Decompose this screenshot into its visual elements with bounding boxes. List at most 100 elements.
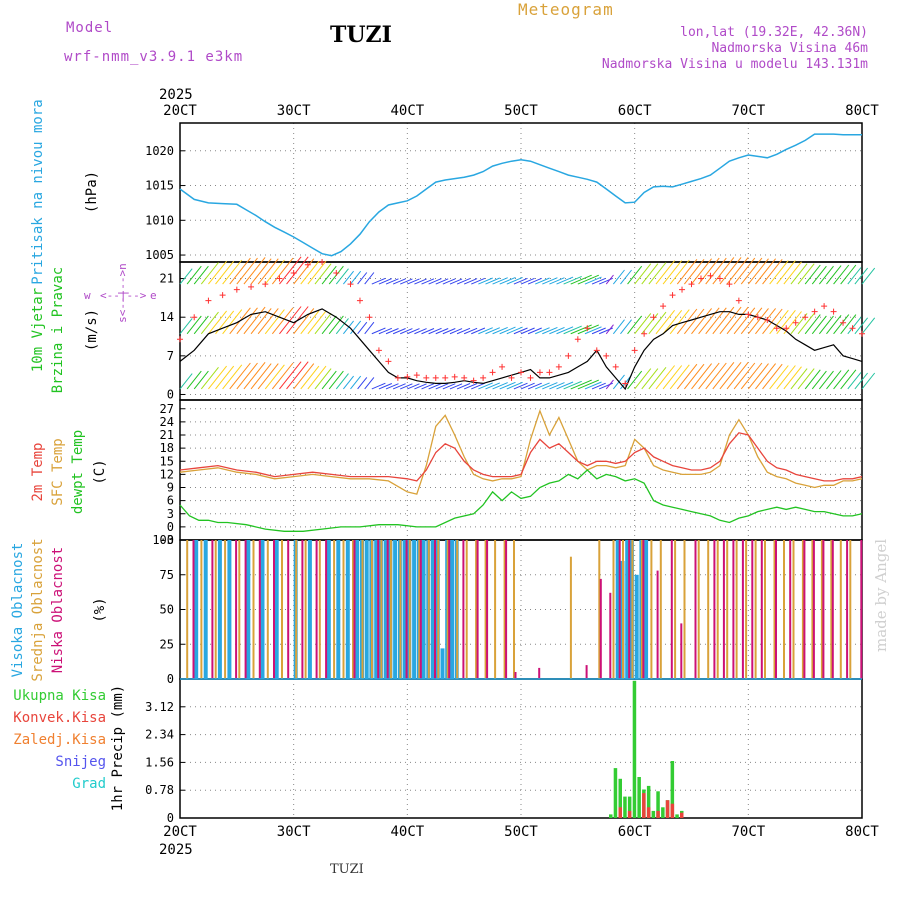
cloud-bar xyxy=(353,540,356,679)
precip-legend-3: Snijeg xyxy=(55,754,106,770)
wind-barb xyxy=(499,326,516,335)
gust-marker xyxy=(233,286,240,293)
precip-bar xyxy=(651,810,656,818)
cloud-bar xyxy=(820,540,823,679)
cloud-bar xyxy=(694,540,697,679)
cloud-bar xyxy=(345,540,350,679)
wind-barb xyxy=(627,315,643,335)
wind-barb xyxy=(684,363,705,390)
wind-barb xyxy=(556,381,574,390)
cloud-bar xyxy=(418,540,421,679)
y-tick-label: 6 xyxy=(167,494,174,508)
precip-bar xyxy=(646,785,651,818)
wind-barb xyxy=(755,308,776,335)
cloud-bar xyxy=(631,540,634,679)
cloud-bar xyxy=(281,540,283,679)
wind-barb xyxy=(840,314,857,335)
cloud-bar xyxy=(773,540,776,679)
gust-marker xyxy=(830,308,837,315)
wind-barb xyxy=(321,370,337,390)
gust-marker xyxy=(754,314,761,321)
wind-barb xyxy=(797,368,815,390)
cloud-bar xyxy=(538,667,541,679)
cloud-bar xyxy=(301,540,304,679)
y-tick-label: 50 xyxy=(160,603,174,617)
cloud-bar xyxy=(274,540,279,679)
wind-barb xyxy=(648,262,667,285)
wind-barb xyxy=(279,306,302,335)
wind-barb xyxy=(769,260,789,285)
wind-barb xyxy=(193,265,209,285)
y-tick-label: 0 xyxy=(167,672,174,686)
wind-barb xyxy=(527,382,542,390)
cloud-bar xyxy=(456,540,459,679)
wind-barb xyxy=(747,363,769,390)
cloud-bar xyxy=(849,540,852,679)
wind-barb xyxy=(641,263,659,285)
x-tick-label-bottom: 30CT xyxy=(277,824,311,840)
wind-barb xyxy=(193,370,209,390)
wind-barb xyxy=(236,362,258,390)
cloud-bar xyxy=(514,672,517,679)
wind-barb xyxy=(193,315,209,335)
wind-barb xyxy=(506,326,523,335)
wind-barb xyxy=(612,319,625,335)
gust-marker xyxy=(764,316,771,323)
y-tick-label: 25 xyxy=(160,637,174,651)
wind-barb xyxy=(535,277,550,285)
pressure-line xyxy=(179,133,862,257)
gust-marker xyxy=(536,369,543,376)
wind-barb xyxy=(236,257,258,285)
wind-barb xyxy=(783,261,802,285)
cloud-bar xyxy=(235,540,238,679)
y-tick-label: 15 xyxy=(160,454,174,468)
cloud-bar xyxy=(713,540,716,679)
precip-bar xyxy=(623,796,627,818)
wind-barb xyxy=(208,365,227,390)
gust-marker xyxy=(423,374,430,381)
wind-barb xyxy=(641,368,659,390)
cloud-bar xyxy=(427,540,430,679)
wind-barb xyxy=(264,259,285,285)
x-tick-label-bottom: 20CT xyxy=(163,824,197,840)
wind-barb xyxy=(250,258,272,285)
wind-barb xyxy=(826,265,842,285)
wind-barb xyxy=(463,278,478,285)
cloud-bar xyxy=(462,540,465,679)
wind-barb xyxy=(520,277,535,285)
wind-barb xyxy=(655,365,675,390)
wind-barb xyxy=(271,307,294,335)
gust-marker xyxy=(461,374,468,381)
gust-marker xyxy=(707,272,714,279)
wind-barb xyxy=(335,373,349,390)
gust-marker xyxy=(319,259,326,265)
gust-marker xyxy=(802,314,809,321)
gust-marker xyxy=(347,281,354,288)
y-tick-label: 2.34 xyxy=(145,728,174,742)
precip-bar xyxy=(632,680,637,818)
wind-barb xyxy=(726,361,749,390)
wind-barb xyxy=(776,260,796,285)
elevation-text: Nadmorska Visina 46m xyxy=(711,41,868,56)
gust-marker xyxy=(555,363,562,370)
cloud-bar xyxy=(224,540,227,679)
temp-2m-line xyxy=(179,432,863,482)
gust-marker xyxy=(821,303,828,310)
cloud-bar xyxy=(355,540,360,679)
cloud-bar xyxy=(260,540,265,679)
wind-barb xyxy=(620,319,632,335)
precip-bar xyxy=(627,810,632,818)
cloud-bar xyxy=(434,540,436,679)
wind-barb xyxy=(762,258,783,285)
wind-barb xyxy=(577,324,599,335)
gust-marker xyxy=(669,292,676,299)
cloud-bar xyxy=(364,540,369,679)
gust-marker xyxy=(191,314,198,321)
wind-barb xyxy=(833,264,850,285)
wind-barb xyxy=(328,315,344,335)
wind-barb xyxy=(520,382,535,390)
wind-barb xyxy=(357,272,368,285)
wind-barb xyxy=(428,327,442,335)
wind-barb xyxy=(655,260,675,285)
wind-barb xyxy=(179,318,193,335)
